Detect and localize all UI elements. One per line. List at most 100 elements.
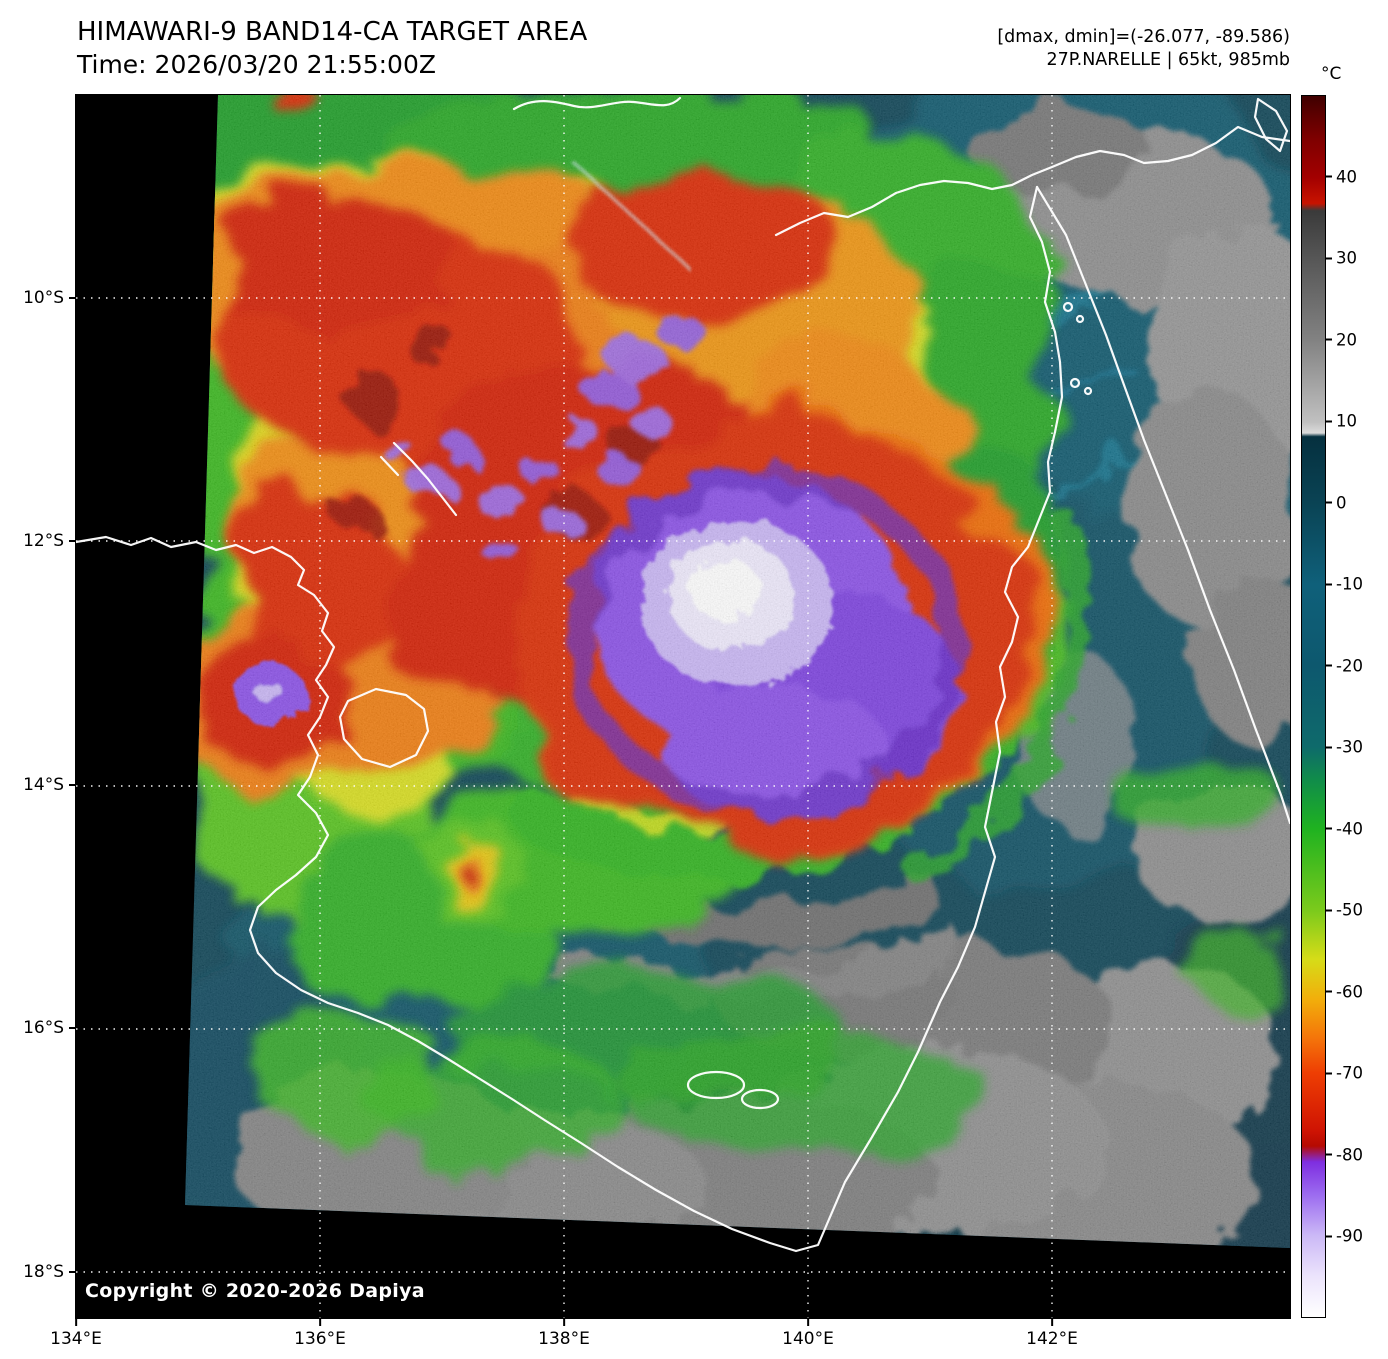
colorbar-tick-mark [1326,583,1332,586]
colorbar-tick-label: 0 [1336,493,1347,513]
title-block: HIMAWARI-9 BAND14-CA TARGET AREA Time: 2… [77,16,587,81]
x-tick-label: 140°E [782,1329,834,1349]
colorbar-tick: -50 [1326,901,1363,920]
x-tick-mark [74,1319,77,1326]
coastlines [76,96,1290,1253]
y-tick-label: 10°S [23,287,64,308]
colorbar-tick: -10 [1326,575,1363,594]
y-tick: 18°S [23,1262,76,1282]
island-chain-wessel [392,441,458,517]
colorbar-tick: 0 [1326,493,1347,512]
colorbar-tick: 20 [1326,330,1357,349]
colorbar-tick-label: -50 [1336,900,1363,920]
x-tick: 140°E [782,1319,834,1349]
colorbar-tick-label: -60 [1336,982,1363,1002]
satellite-image [76,95,1290,1318]
colorbar-tick-mark [1326,1235,1332,1238]
colorbar-tick: -40 [1326,819,1363,838]
colorbar-tick-label: -30 [1336,737,1363,757]
annotation-block: [dmax, dmin]=(-26.077, -89.586) 27P.NARE… [997,26,1290,72]
x-tick-mark [1050,1319,1053,1326]
colorbar-tick-mark [1326,257,1332,260]
y-tick-mark [69,296,76,299]
figure-title: HIMAWARI-9 BAND14-CA TARGET AREA [77,17,588,47]
colorbar-tick: 30 [1326,249,1357,268]
colorbar-tick: -90 [1326,1227,1363,1246]
y-tick-mark [69,1270,76,1273]
colorbar-tick-mark [1326,1072,1332,1075]
island-chain-wessel-2 [379,455,400,477]
island-torres-3 [1069,377,1081,389]
colorbar-tick-mark [1326,501,1332,504]
island-wellesley-2 [740,1088,780,1110]
grain-overlay [185,95,1290,1248]
colorbar-tick-mark [1326,827,1332,830]
colorbar-tick-label: -40 [1336,819,1363,839]
island-torres-2 [1075,314,1085,324]
colorbar-tick-mark [1326,338,1332,341]
copyright-watermark: Copyright © 2020-2026 Dapiya [85,1280,425,1302]
colorbar-tick-label: 30 [1336,248,1357,268]
y-tick: 12°S [23,531,76,551]
y-tick-mark [69,783,76,786]
coastline-gulf-of-carpentaria [76,185,1064,1253]
y-tick-label: 18°S [23,1261,64,1282]
coastline-new-guinea [774,125,1290,237]
coastline-top-center [512,96,682,111]
map-area: Copyright © 2020-2026 Dapiya [75,94,1291,1319]
storm-annotation: 27P.NARELLE | 65kt, 985mb [1046,50,1290,71]
colorbar-tick-label: 10 [1336,411,1357,431]
colorbar-tick: -20 [1326,656,1363,675]
colorbar-unit: °C [1321,64,1342,84]
x-axis: 134°E 136°E 138°E 140°E 142°E [50,1319,1290,1359]
y-tick-label: 14°S [23,774,64,795]
colorbar-tick: -60 [1326,982,1363,1001]
colorbar-tick-mark [1326,990,1332,993]
colorbar-tick-label: -70 [1336,1063,1363,1083]
colorbar-tick: -70 [1326,1064,1363,1083]
colorbar-tick-mark [1326,175,1332,178]
x-tick-mark [806,1319,809,1326]
colorbar-tick: -30 [1326,738,1363,757]
x-tick: 134°E [50,1319,102,1349]
x-tick: 138°E [538,1319,590,1349]
colorbar-tick-label: -20 [1336,656,1363,676]
x-tick-label: 138°E [538,1329,590,1349]
x-tick-label: 136°E [294,1329,346,1349]
island-torres-4 [1083,386,1093,396]
y-tick-label: 12°S [23,531,64,552]
colorbar-tick-label: -80 [1336,1145,1363,1165]
colorbar: °C 40 30 20 10 0 -10 -20 -30 -40 -50 -60 -70 -80 -90 [1301,64,1363,1318]
x-tick: 142°E [1026,1319,1078,1349]
dmax-dmin-annotation: [dmax, dmin]=(-26.077, -89.586) [997,27,1290,47]
imagery-swath [185,95,1290,1248]
colorbar-tick-mark [1326,1153,1332,1156]
y-tick-label: 16°S [23,1018,64,1039]
colorbar-ticks: 40 30 20 10 0 -10 -20 -30 -40 -50 -60 -70 -80 -90 [1301,95,1363,1318]
colorbar-tick-mark [1326,746,1332,749]
colorbar-tick-label: 40 [1336,167,1357,187]
coastline-northeast-corner [1253,97,1289,153]
island-groote-eylandt [338,687,430,769]
x-tick-label: 142°E [1026,1329,1078,1349]
x-tick: 136°E [294,1319,346,1349]
colorbar-tick: 10 [1326,412,1357,431]
colorbar-tick: -80 [1326,1145,1363,1164]
x-tick-label: 134°E [50,1329,102,1349]
x-tick-mark [562,1319,565,1326]
y-tick: 10°S [23,288,76,308]
colorbar-tick-mark [1326,420,1332,423]
figure-time: Time: 2026/03/20 21:55:00Z [77,50,436,80]
coastline-cape-york-east [1035,185,1290,825]
colorbar-tick-label: -90 [1336,1226,1363,1246]
island-wellesley [686,1070,746,1100]
colorbar-tick-mark [1326,909,1332,912]
colorbar-tick-mark [1326,664,1332,667]
colorbar-tick: 40 [1326,167,1357,186]
colorbar-tick-label: 20 [1336,330,1357,350]
colorbar-tick-label: -10 [1336,574,1363,594]
y-tick-mark [69,1027,76,1030]
x-tick-mark [318,1319,321,1326]
gridlines [76,95,1290,1318]
